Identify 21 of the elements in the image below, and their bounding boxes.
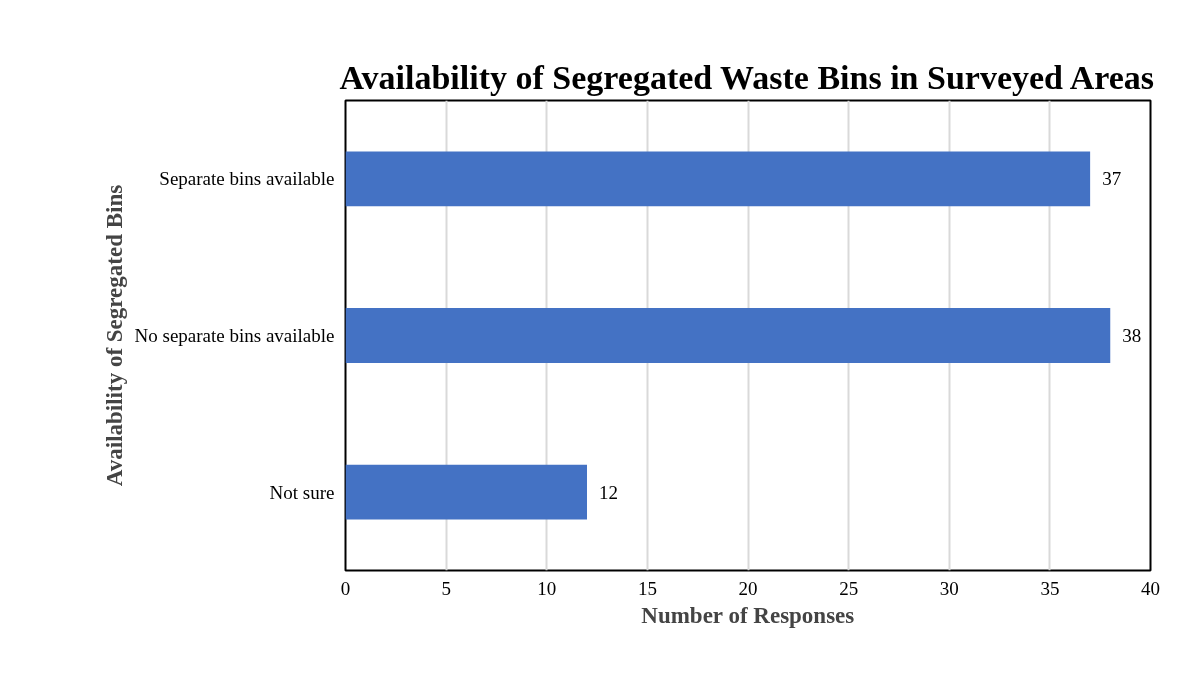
y-tick-label: Not sure [269, 481, 335, 503]
x-tick-label: 15 [637, 577, 657, 599]
data-label: 37 [1102, 168, 1122, 190]
bar [345, 464, 587, 520]
x-tick-label: 0 [340, 577, 351, 599]
x-tick-label: 10 [537, 577, 557, 599]
data-label: 12 [599, 481, 618, 503]
y-tick-label: Separate bins available [159, 168, 335, 190]
bar [345, 308, 1111, 363]
y-axis-title: Availability of Segregated Bins [101, 184, 127, 487]
x-axis-title: Number of Responses [641, 602, 855, 628]
x-tick-label: 25 [839, 577, 859, 599]
x-tick-label: 5 [441, 577, 451, 599]
x-tick-label: 35 [1040, 577, 1060, 599]
y-tick-label: No separate bins available [134, 325, 335, 346]
x-tick-label: 40 [1141, 577, 1160, 599]
bar [345, 151, 1091, 207]
x-tick-label: 30 [939, 577, 959, 599]
data-label: 38 [1122, 325, 1142, 346]
chart-title: Availability of Segregated Waste Bins in Surveyed Areas [339, 58, 1154, 96]
x-tick-label: 20 [738, 577, 758, 599]
